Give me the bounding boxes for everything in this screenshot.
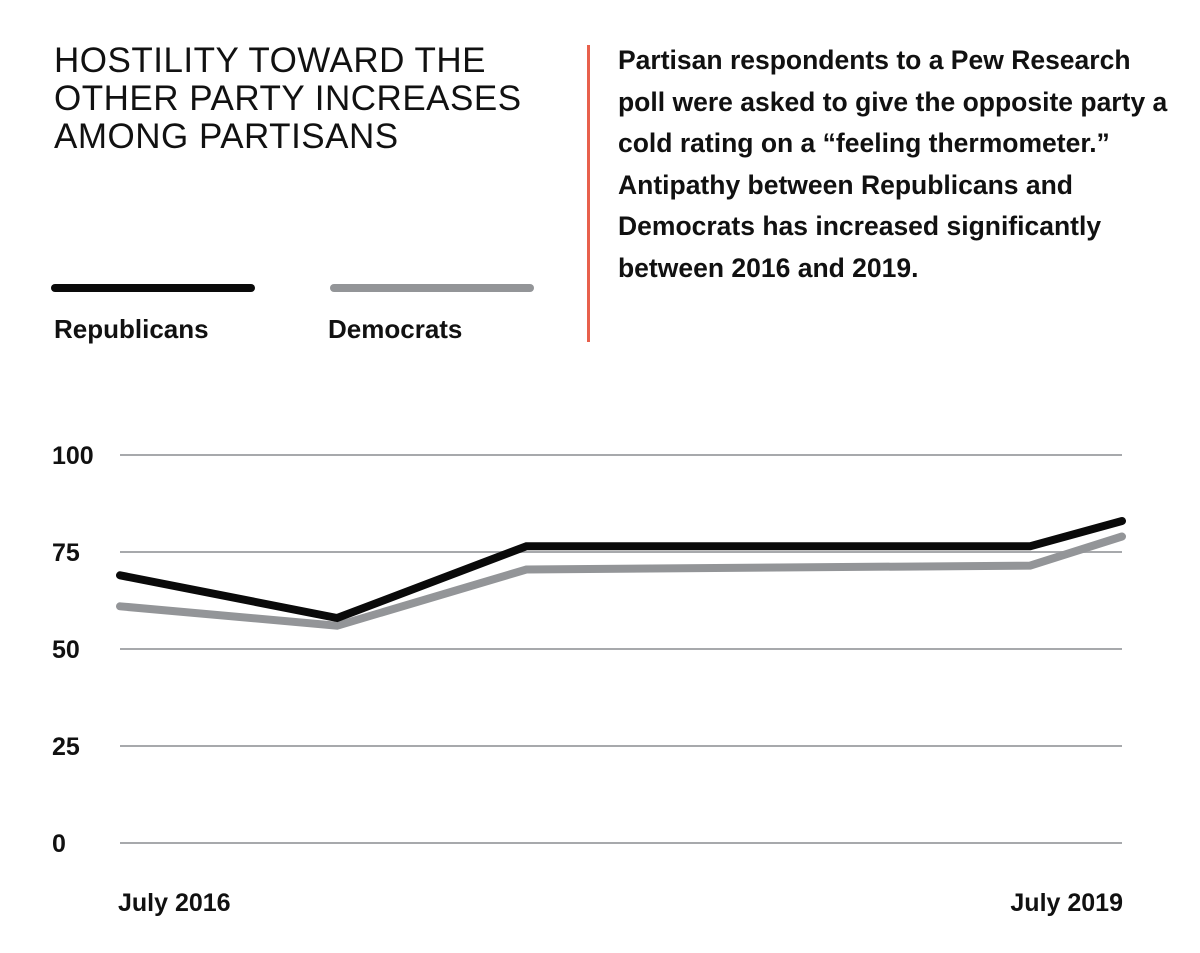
- y-tick-label: 25: [52, 733, 80, 761]
- x-tick-label: July 2016: [118, 889, 231, 917]
- legend-label-democrats: Democrats: [328, 314, 463, 344]
- series-line-republicans: [116, 517, 1126, 623]
- x-axis-ticks: July 2016 July 2019: [118, 889, 1123, 917]
- y-tick-label: 100: [52, 442, 94, 470]
- chart-description: Partisan respondents to a Pew Research p…: [618, 45, 1168, 283]
- x-tick-label: July 2019: [1010, 889, 1123, 917]
- legend-swatch-democrats: [330, 284, 534, 292]
- series-line-democrats: [116, 532, 1126, 630]
- y-axis-ticks: 100 75 50 25 0: [52, 442, 94, 858]
- legend-label-republicans: Republicans: [54, 314, 209, 344]
- legend-swatch-republicans: [51, 284, 255, 292]
- accent-divider: [587, 45, 590, 342]
- y-tick-label: 0: [52, 830, 66, 858]
- y-tick-label: 50: [52, 636, 80, 664]
- chart-title: HOSTILITY TOWARD THE OTHER PARTY INCREAS…: [54, 41, 522, 156]
- y-tick-label: 75: [52, 539, 80, 567]
- series-lines: [116, 517, 1126, 630]
- gridlines: [120, 454, 1122, 844]
